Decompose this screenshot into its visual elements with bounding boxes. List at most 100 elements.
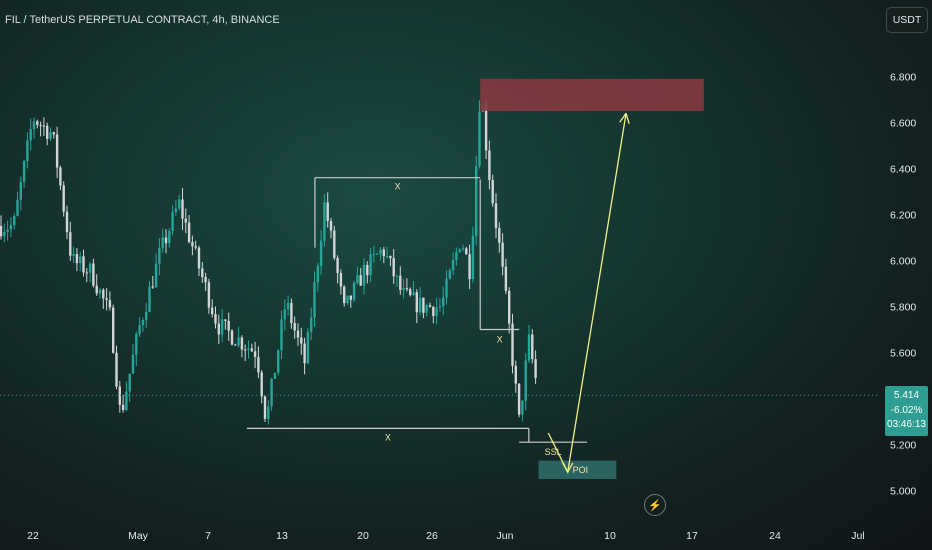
candle — [372, 245, 376, 263]
candle — [88, 262, 92, 283]
candle — [356, 267, 359, 285]
candle — [154, 253, 158, 288]
annotation-level[interactable]: SSL — [519, 441, 588, 457]
candle — [277, 349, 280, 376]
annotation-label: X — [395, 182, 401, 192]
candle — [280, 310, 283, 360]
candle — [72, 246, 75, 263]
candle — [9, 217, 13, 237]
candle — [118, 380, 121, 413]
candle — [504, 258, 508, 295]
candle — [145, 303, 148, 329]
candle — [115, 345, 118, 390]
candle — [432, 305, 435, 324]
annotation-label: SSL — [545, 447, 562, 457]
candle — [164, 229, 168, 254]
candle — [234, 343, 237, 346]
candle — [475, 155, 478, 246]
candle — [514, 360, 517, 393]
annotation-range-bottom[interactable]: X — [246, 427, 530, 443]
candle — [250, 343, 253, 352]
candle — [293, 316, 296, 339]
candle — [240, 335, 244, 358]
candle — [174, 200, 178, 216]
candle — [230, 329, 234, 346]
candle — [148, 280, 151, 313]
candle — [491, 174, 494, 207]
candle — [382, 247, 385, 264]
x-tick-label: 24 — [769, 530, 781, 542]
x-tick-label: 10 — [604, 530, 616, 542]
candle — [194, 240, 197, 250]
candle — [435, 297, 438, 325]
y-tick-label: 6.200 — [890, 210, 916, 222]
currency-button[interactable]: USDT — [886, 7, 928, 33]
candle — [428, 302, 432, 308]
candle — [135, 331, 138, 367]
annotation-level[interactable]: X — [479, 179, 520, 345]
candle — [207, 278, 211, 314]
candle — [392, 249, 395, 284]
candle — [425, 303, 428, 317]
candle — [105, 288, 108, 311]
candle — [161, 228, 164, 253]
candle — [409, 287, 412, 297]
candle — [112, 304, 115, 354]
candle — [85, 268, 88, 282]
candle — [62, 181, 65, 217]
annotation-range-top[interactable]: X — [314, 177, 481, 248]
candle — [102, 288, 105, 309]
candle — [19, 176, 22, 211]
candle — [227, 312, 230, 341]
y-tick-label: 6.000 — [890, 256, 916, 268]
candle — [13, 213, 16, 230]
candle — [534, 350, 537, 384]
price-change: -6.02% — [890, 404, 923, 416]
y-tick-label: 6.600 — [890, 118, 916, 130]
candle — [69, 221, 72, 261]
candle — [339, 269, 343, 295]
candle — [128, 373, 131, 403]
annotation-zone[interactable] — [480, 78, 704, 111]
candle — [39, 121, 42, 137]
annotation-projection[interactable] — [547, 112, 630, 475]
candle — [191, 235, 194, 256]
candle — [181, 188, 184, 231]
candle — [418, 286, 422, 316]
candle — [95, 274, 98, 296]
candle — [349, 295, 352, 308]
candle — [333, 225, 336, 261]
y-tick-label: 5.600 — [890, 348, 916, 360]
candle — [59, 165, 62, 191]
candle — [501, 233, 504, 276]
candle — [306, 327, 310, 365]
candle — [267, 399, 270, 425]
candle — [442, 286, 445, 316]
candle — [527, 325, 531, 363]
candle — [138, 317, 141, 337]
candle — [201, 261, 204, 283]
last-price-label: 5.414 -6.02% 03:46:13 — [885, 386, 928, 436]
candle — [121, 394, 125, 413]
candle — [329, 217, 333, 239]
y-tick-label: 5.200 — [890, 440, 916, 452]
candle — [187, 215, 191, 244]
candle — [451, 252, 455, 276]
candle — [253, 341, 257, 369]
x-tick-label: 17 — [686, 530, 698, 542]
candle — [237, 326, 240, 348]
candle — [141, 317, 145, 332]
candle — [184, 208, 187, 234]
annotation-zone[interactable]: POI — [538, 460, 617, 479]
candle — [6, 220, 9, 241]
candle — [461, 244, 465, 252]
candle — [3, 223, 6, 243]
candle — [498, 222, 501, 253]
candle — [49, 127, 52, 142]
lightning-icon[interactable]: ⚡ — [644, 494, 666, 516]
candle — [300, 327, 303, 355]
candle — [98, 288, 102, 299]
bar-countdown: 03:46:13 — [887, 419, 926, 430]
candle — [55, 126, 59, 179]
